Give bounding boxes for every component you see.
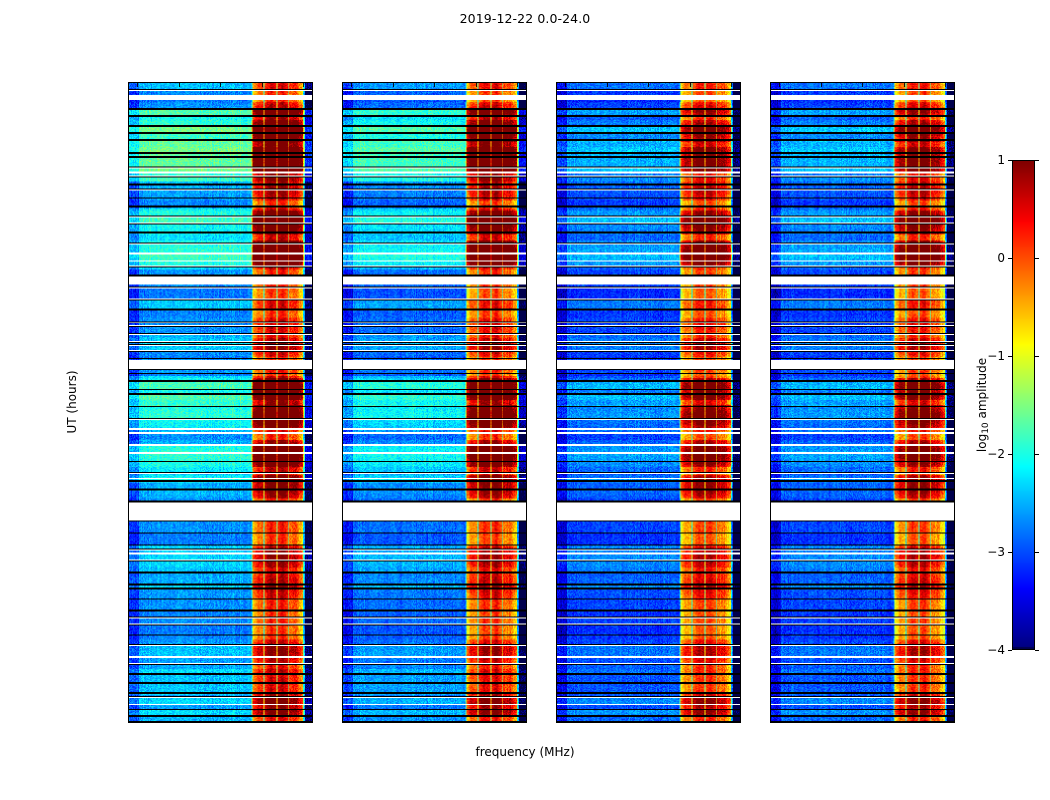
colorbar-tick-mark-inner — [1008, 650, 1012, 651]
x-tick-mark — [434, 722, 435, 723]
x-tick-mark-inner — [516, 83, 518, 87]
dynamic-spectrum-yy — [343, 83, 526, 722]
colorbar[interactable] — [1012, 160, 1035, 650]
y-tick-mark — [342, 457, 343, 458]
y-tick-mark — [342, 323, 343, 324]
y-tick-mark — [128, 323, 129, 324]
y-tick-mark — [128, 457, 129, 458]
colorbar-label-prefix: log — [975, 433, 990, 453]
x-tick-mark-inner — [392, 83, 394, 87]
x-tick-mark — [690, 722, 691, 723]
x-tick-mark-inner — [820, 83, 822, 87]
panel-xx[interactable]: XX, V9*V15=EA07*EA2632033535036538005101… — [128, 82, 313, 723]
x-tick-mark — [303, 722, 304, 723]
y-tick-mark — [556, 190, 557, 191]
x-axis-label: frequency (MHz) — [475, 745, 575, 759]
colorbar-label-suffix: amplitude — [975, 357, 990, 423]
x-tick-mark — [262, 722, 263, 723]
x-tick-mark-inner — [862, 83, 864, 87]
x-tick-mark — [904, 722, 905, 723]
x-tick-mark — [565, 722, 566, 723]
y-tick-mark — [770, 590, 771, 591]
colorbar-tick-mark-inner — [1008, 356, 1012, 357]
x-tick-mark-inner — [903, 83, 905, 87]
y-tick-mark — [128, 190, 129, 191]
x-tick-mark — [351, 722, 352, 723]
x-tick-mark-inner — [689, 83, 691, 87]
colorbar-tick-mark — [1035, 552, 1039, 553]
y-tick-mark — [770, 323, 771, 324]
colorbar-tick-label: −1 — [987, 349, 1005, 363]
colorbar-label: log10 amplitude — [975, 358, 991, 452]
x-tick-mark-inner — [648, 83, 650, 87]
dynamic-spectrum-xx — [129, 83, 312, 722]
colorbar-tick-mark-inner — [1008, 454, 1012, 455]
x-tick-mark-inner — [302, 83, 304, 87]
x-tick-mark-inner — [178, 83, 180, 87]
x-tick-mark — [607, 722, 608, 723]
y-tick-mark — [770, 190, 771, 191]
panel-yy[interactable]: YY, V9*V15=EA07*EA2632033535036538005101… — [342, 82, 527, 723]
y-tick-mark — [128, 590, 129, 591]
dynamic-spectrum-xy — [557, 83, 740, 722]
colorbar-tick-mark-inner — [1008, 258, 1012, 259]
x-tick-mark — [648, 722, 649, 723]
colorbar-tick-mark — [1035, 356, 1039, 357]
x-tick-mark-inner — [137, 83, 139, 87]
dynamic-spectrum-yx — [771, 83, 954, 722]
y-axis-label: UT (hours) — [65, 370, 79, 434]
y-tick-mark — [556, 323, 557, 324]
x-tick-mark-inner — [220, 83, 222, 87]
figure-suptitle: 2019-12-22 0.0-24.0 — [459, 11, 591, 26]
x-tick-mark — [821, 722, 822, 723]
panel-xy[interactable]: XY, V9*V15=EA07*EA2632033535036538005101… — [556, 82, 741, 723]
x-tick-mark-inner — [730, 83, 732, 87]
x-tick-mark — [779, 722, 780, 723]
x-tick-mark — [137, 722, 138, 723]
x-tick-mark-inner — [944, 83, 946, 87]
y-tick-mark — [556, 590, 557, 591]
x-tick-mark — [393, 722, 394, 723]
colorbar-tick-label: −4 — [987, 643, 1005, 657]
colorbar-tick-mark — [1035, 454, 1039, 455]
y-tick-mark — [342, 590, 343, 591]
x-tick-mark-inner — [434, 83, 436, 87]
colorbar-tick-label: 0 — [997, 251, 1005, 265]
x-tick-mark-inner — [475, 83, 477, 87]
y-tick-mark — [556, 457, 557, 458]
panel-yx[interactable]: YX, V9*V15=EA07*EA2632033535036538005101… — [770, 82, 955, 723]
x-tick-mark-inner — [351, 83, 353, 87]
x-tick-mark-inner — [261, 83, 263, 87]
x-tick-mark — [220, 722, 221, 723]
colorbar-tick-label: −3 — [987, 545, 1005, 559]
y-tick-mark — [770, 457, 771, 458]
colorbar-tick-label: −2 — [987, 447, 1005, 461]
colorbar-gradient — [1013, 161, 1034, 649]
x-tick-mark-inner — [565, 83, 567, 87]
x-tick-mark — [476, 722, 477, 723]
colorbar-tick-mark — [1035, 258, 1039, 259]
colorbar-tick-mark-inner — [1008, 160, 1012, 161]
colorbar-label-subscript: 10 — [980, 422, 991, 434]
x-tick-mark — [862, 722, 863, 723]
colorbar-tick-label: 1 — [997, 153, 1005, 167]
x-tick-mark — [517, 722, 518, 723]
colorbar-tick-mark — [1035, 650, 1039, 651]
x-tick-mark — [945, 722, 946, 723]
x-tick-mark — [179, 722, 180, 723]
x-tick-mark-inner — [779, 83, 781, 87]
y-tick-mark — [342, 190, 343, 191]
colorbar-tick-mark — [1035, 160, 1039, 161]
x-tick-mark-inner — [606, 83, 608, 87]
colorbar-tick-mark-inner — [1008, 552, 1012, 553]
x-tick-mark — [731, 722, 732, 723]
